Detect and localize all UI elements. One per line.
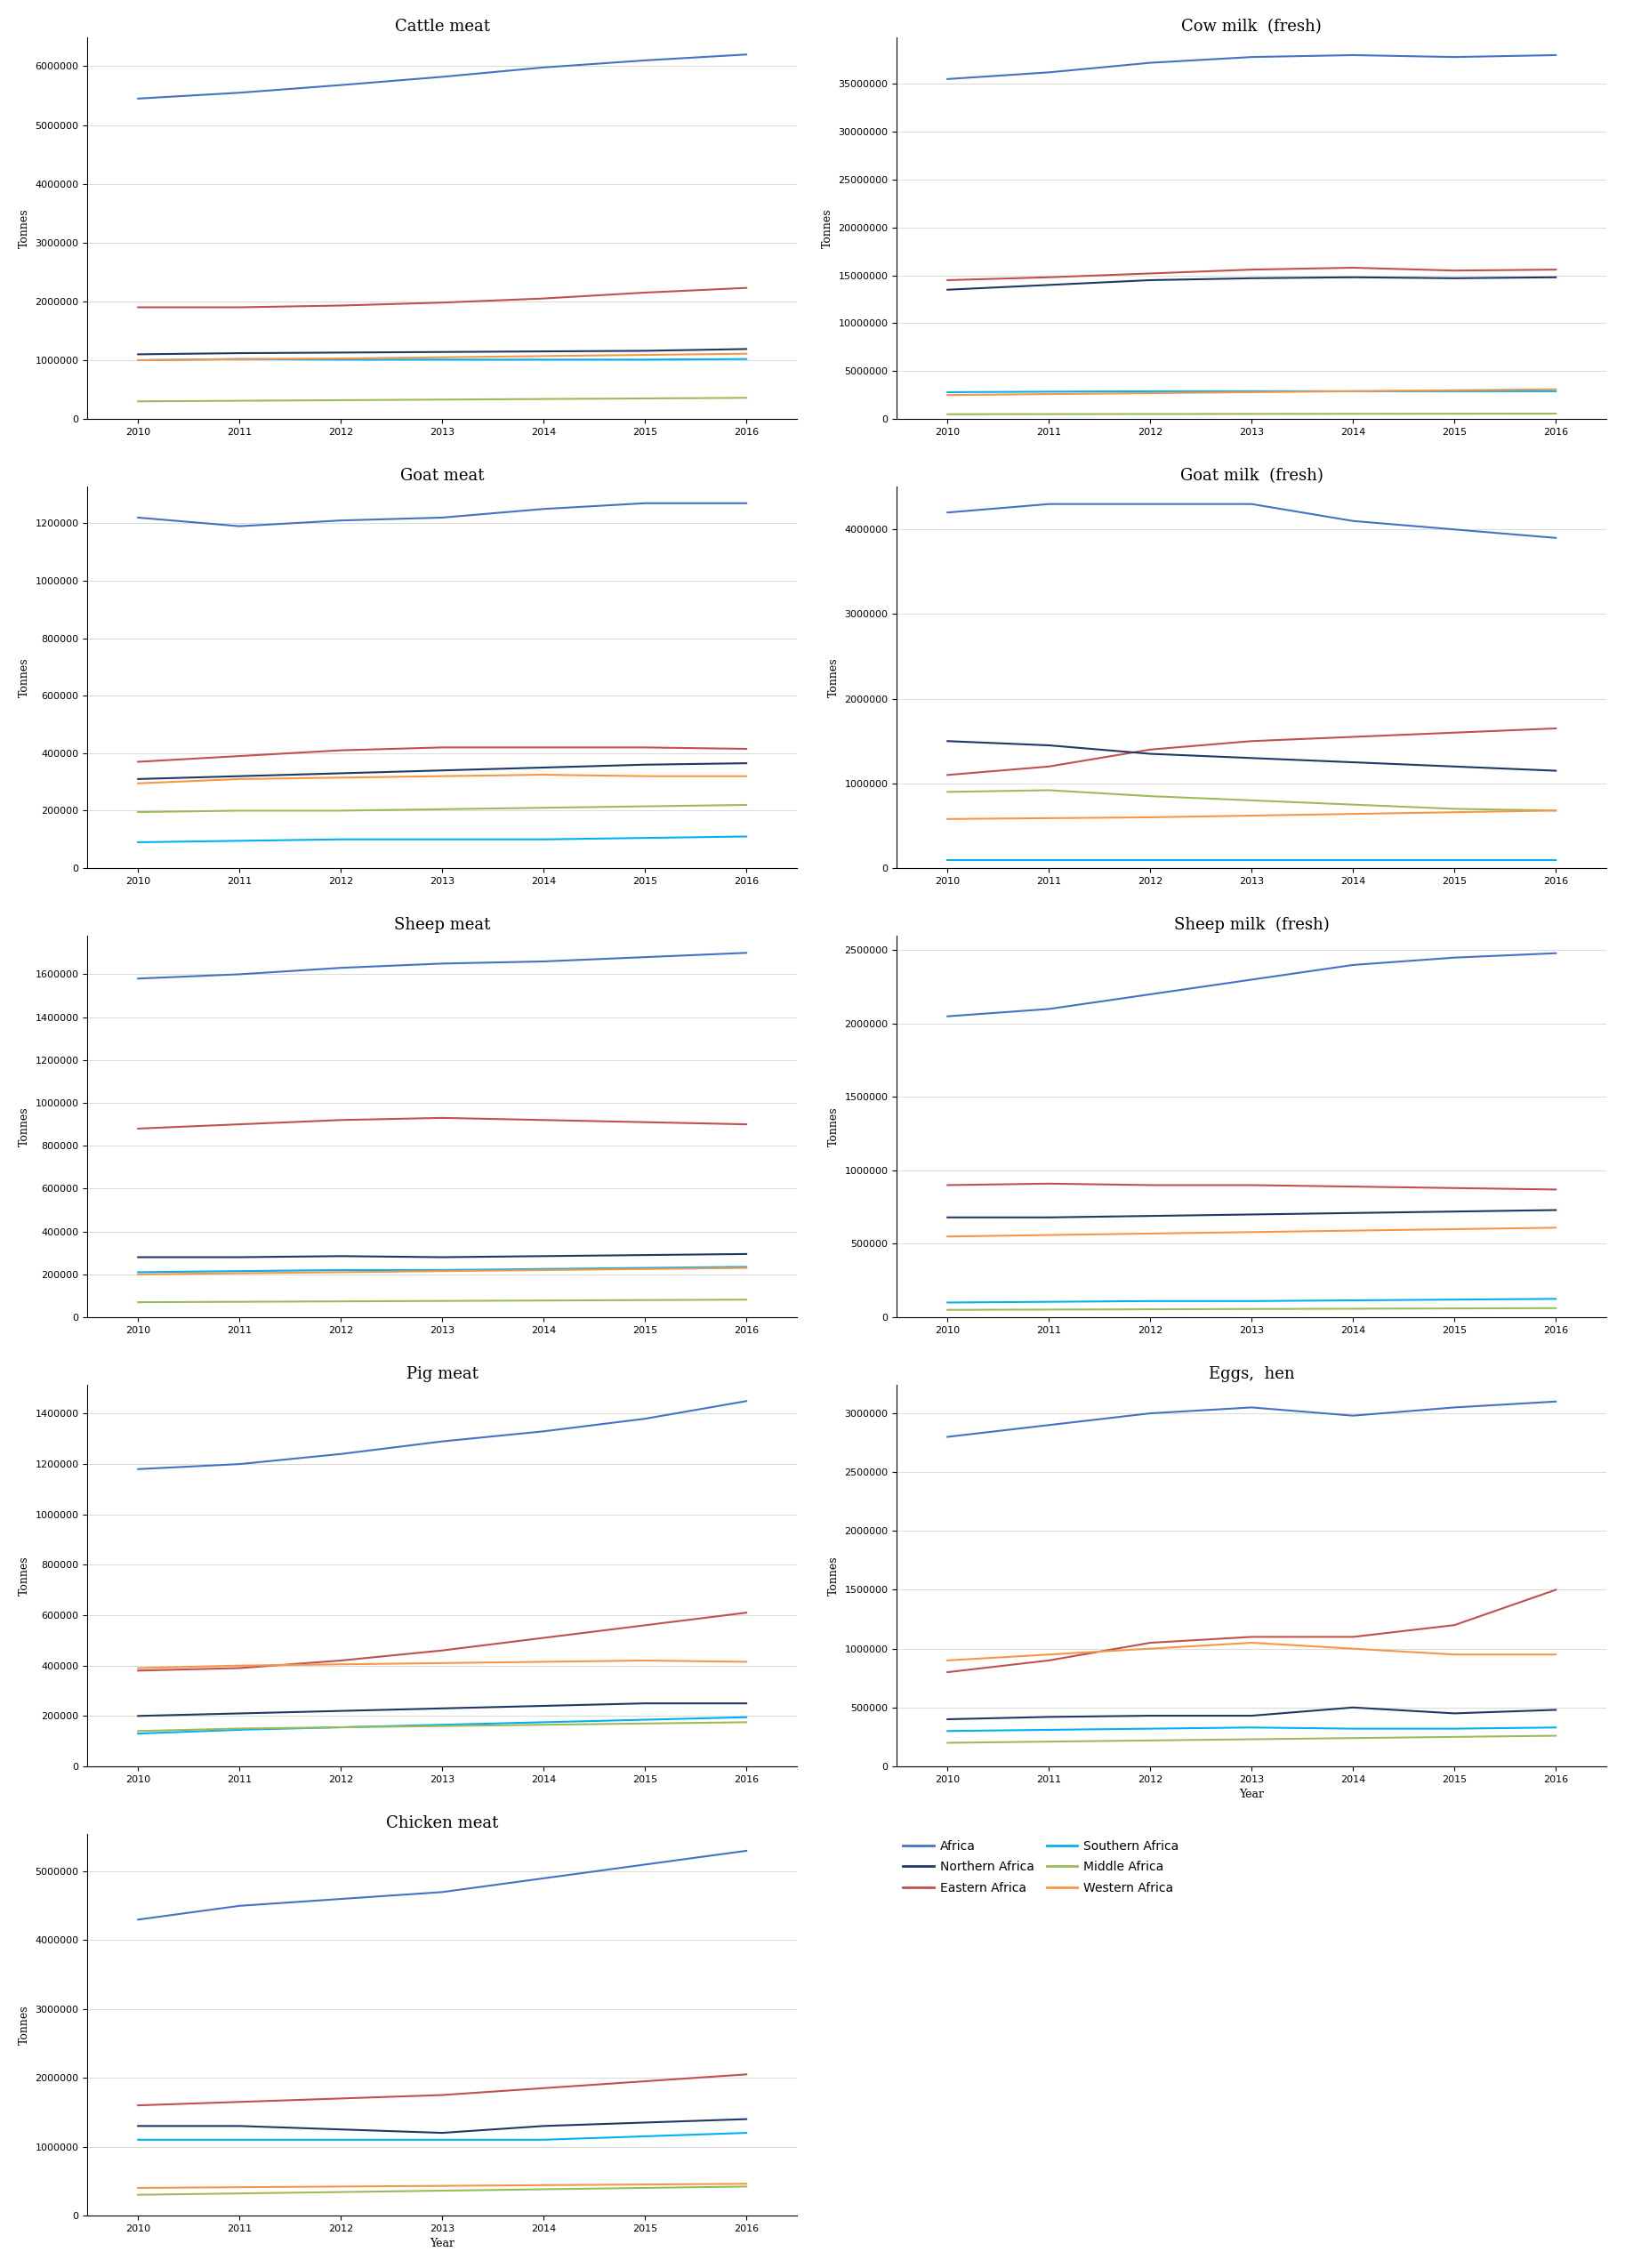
X-axis label: Year: Year — [429, 2239, 455, 2250]
Title: Goat meat: Goat meat — [400, 467, 484, 483]
Title: Sheep milk  (fresh): Sheep milk (fresh) — [1173, 916, 1329, 932]
Title: Eggs,  hen: Eggs, hen — [1209, 1365, 1295, 1381]
Y-axis label: Tonnes: Tonnes — [18, 658, 31, 696]
Y-axis label: Tonnes: Tonnes — [18, 2005, 31, 2043]
Y-axis label: Tonnes: Tonnes — [18, 209, 31, 247]
Title: Sheep meat: Sheep meat — [393, 916, 491, 932]
Title: Goat milk  (fresh): Goat milk (fresh) — [1180, 467, 1323, 483]
Title: Cattle meat: Cattle meat — [395, 18, 489, 34]
Y-axis label: Tonnes: Tonnes — [822, 209, 834, 247]
Title: Pig meat: Pig meat — [406, 1365, 478, 1381]
Title: Chicken meat: Chicken meat — [387, 1814, 499, 1830]
Y-axis label: Tonnes: Tonnes — [18, 1107, 31, 1145]
Y-axis label: Tonnes: Tonnes — [829, 658, 840, 696]
X-axis label: Year: Year — [1240, 1789, 1264, 1801]
Y-axis label: Tonnes: Tonnes — [829, 1556, 840, 1594]
Y-axis label: Tonnes: Tonnes — [829, 1107, 840, 1145]
Y-axis label: Tonnes: Tonnes — [18, 1556, 31, 1594]
Legend: Africa, Northern Africa, Eastern Africa, Southern Africa, Middle Africa, Western: Africa, Northern Africa, Eastern Africa,… — [904, 1839, 1180, 1894]
Title: Cow milk  (fresh): Cow milk (fresh) — [1181, 18, 1321, 34]
